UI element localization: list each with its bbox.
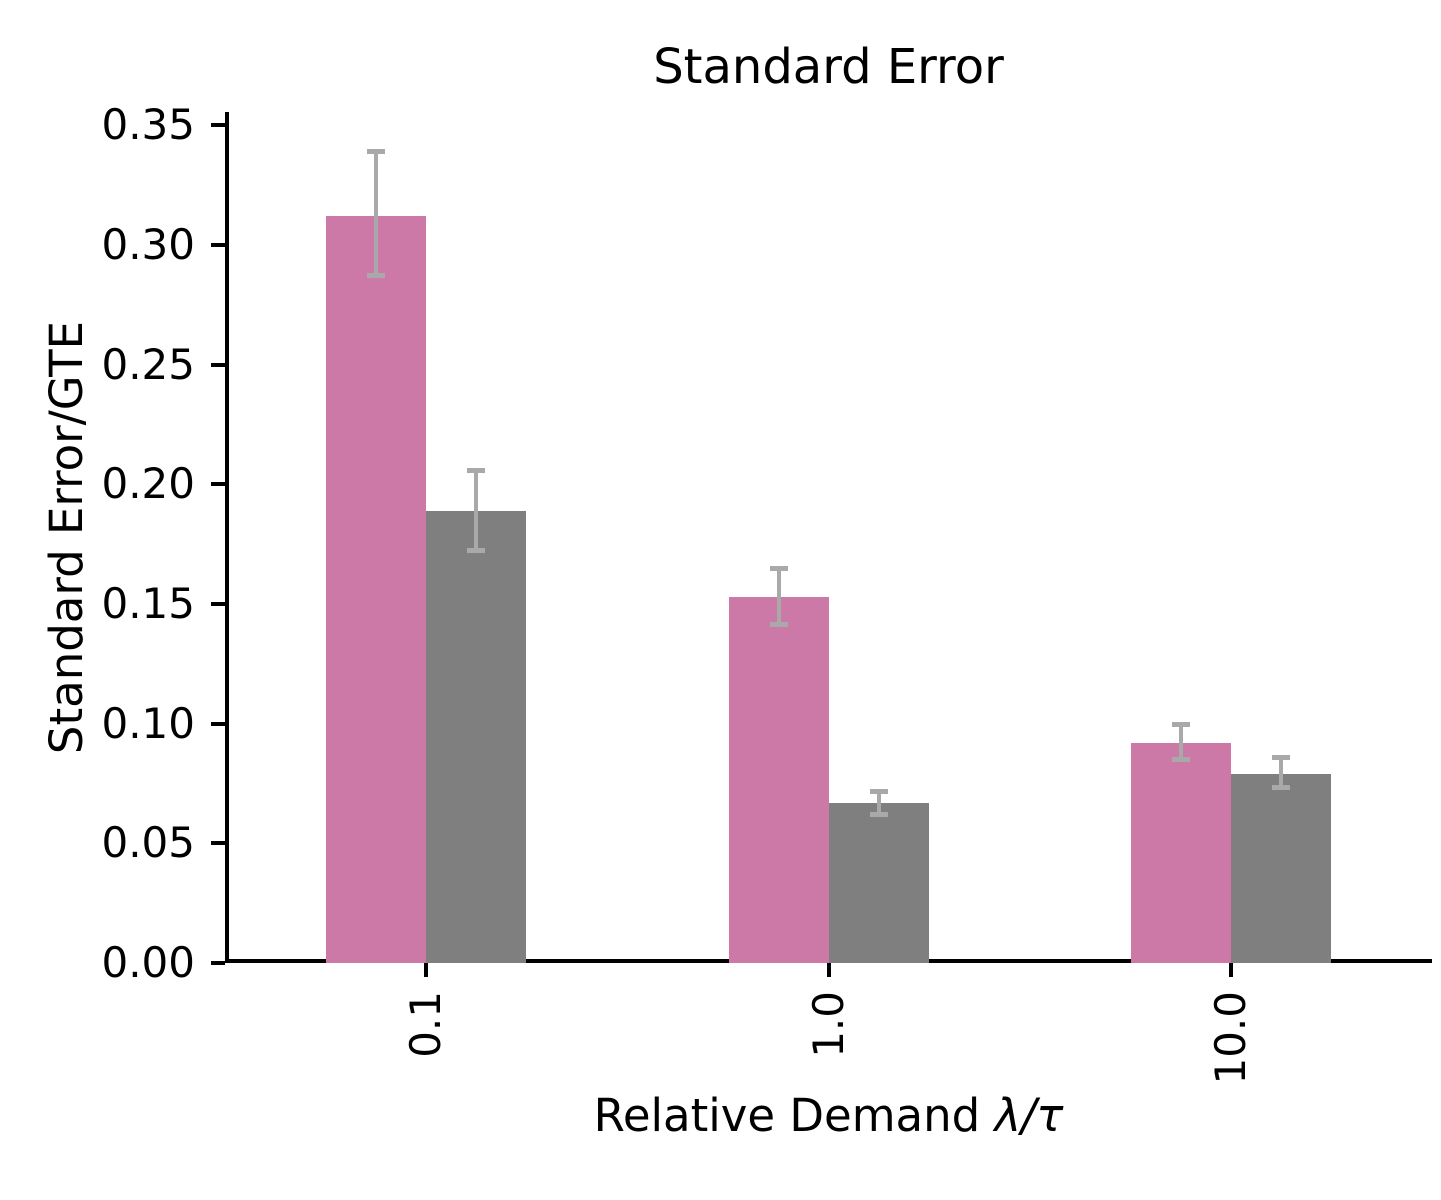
errorbar-cap-bottom-pink-10.0 (1171, 756, 1190, 762)
errorbar-cap-bottom-pink-0.1 (367, 272, 386, 278)
errorbar-gray-1.0 (876, 790, 881, 815)
errorbar-cap-top-gray-1.0 (869, 788, 888, 794)
errorbar-cap-top-pink-1.0 (769, 566, 788, 572)
errorbar-pink-1.0 (776, 568, 781, 626)
chart-plot-area: 0.00 0.05 0.10 0.15 0.20 0.25 0.30 0.35 0.1 1.0 10… (101, 100, 1432, 1085)
errorbar-cap-top-pink-10.0 (1171, 721, 1190, 727)
errorbar-cap-top-gray-10.0 (1271, 755, 1290, 761)
errorbar-cap-bottom-gray-1.0 (869, 811, 888, 817)
y-tick-label-0.20: 0.20 (101, 459, 195, 509)
errorbar-cap-bottom-gray-0.1 (467, 548, 486, 554)
y-tick-label-0.05: 0.05 (101, 818, 195, 868)
y-tick-label-0.10: 0.10 (101, 698, 195, 748)
x-tick-label-10.0: 10.0 (1205, 991, 1255, 1085)
y-tick-0.20 (211, 482, 225, 487)
y-axis-label-wrap: Standard Error/GTE (38, 112, 96, 963)
errorbar-cap-bottom-pink-1.0 (769, 622, 788, 628)
errorbar-pink-0.1 (374, 151, 379, 276)
x-tick-10.0 (1228, 963, 1233, 977)
y-tick-0.10 (211, 721, 225, 726)
bar-gray-10.0 (1230, 773, 1331, 963)
y-tick-0.30 (211, 242, 225, 247)
x-axis-label-math: λ/τ (994, 1089, 1064, 1142)
y-axis-label: Standard Error/GTE (40, 320, 93, 755)
errorbar-cap-top-gray-0.1 (467, 467, 486, 473)
bar-gray-0.1 (426, 510, 527, 963)
y-tick-0.15 (211, 601, 225, 606)
x-axis-label-text: Relative Demand (593, 1089, 995, 1142)
y-tick-0.05 (211, 841, 225, 846)
errorbar-gray-10.0 (1278, 757, 1283, 789)
y-tick-0.25 (211, 362, 225, 367)
x-tick-label-1.0: 1.0 (803, 991, 853, 1058)
x-tick-1.0 (826, 963, 831, 977)
chart-title: Standard Error (653, 39, 1004, 95)
errorbar-gray-0.1 (474, 469, 479, 552)
bar-pink-10.0 (1130, 742, 1231, 963)
errorbar-cap-bottom-gray-10.0 (1271, 785, 1290, 791)
bar-gray-1.0 (828, 802, 929, 963)
y-tick-0.00 (211, 961, 225, 965)
bar-pink-0.1 (326, 216, 427, 963)
y-tick-label-0.35: 0.35 (101, 100, 195, 150)
x-tick-0.1 (424, 963, 429, 977)
bar-pink-1.0 (728, 596, 829, 963)
x-axis-label: Relative Demand λ/τ (225, 1088, 1432, 1144)
x-tick-label-0.1: 0.1 (401, 991, 451, 1058)
y-tick-0.35 (211, 123, 225, 128)
y-tick-label-0.25: 0.25 (101, 339, 195, 389)
y-tick-label-0.00: 0.00 (101, 938, 195, 987)
y-axis-spine (225, 112, 229, 963)
errorbar-pink-10.0 (1178, 723, 1183, 760)
y-tick-label-0.30: 0.30 (101, 219, 195, 269)
y-tick-label-0.15: 0.15 (101, 578, 195, 628)
errorbar-cap-top-pink-0.1 (367, 149, 386, 155)
